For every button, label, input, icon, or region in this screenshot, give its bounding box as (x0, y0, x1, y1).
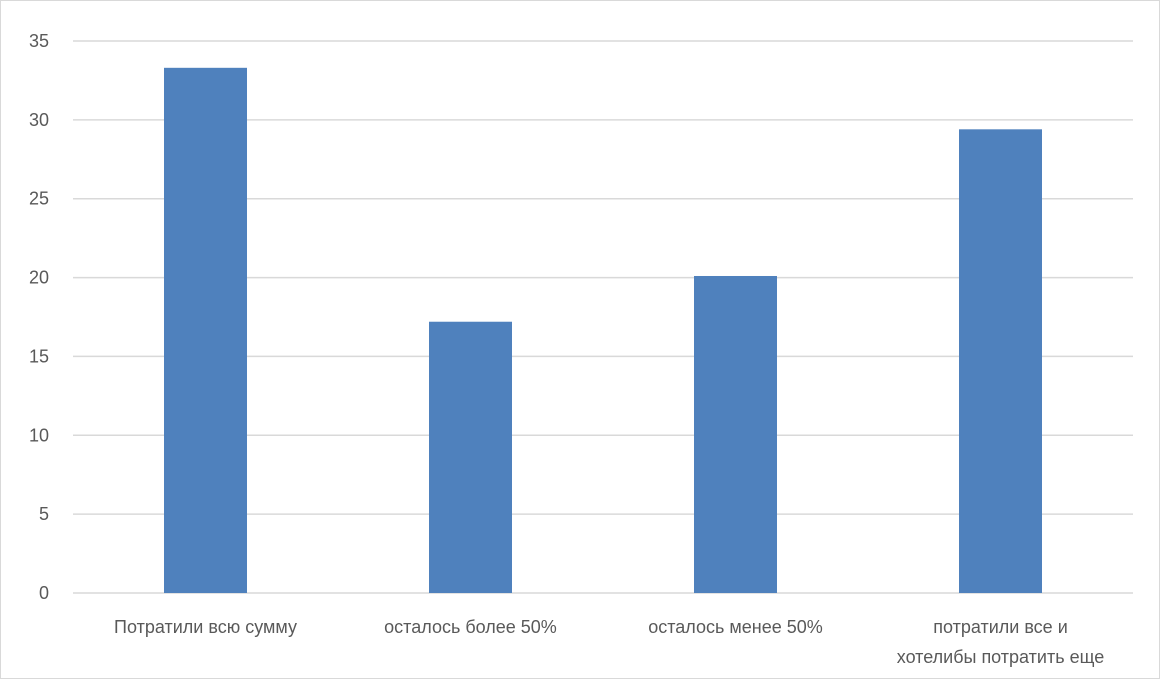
bar (694, 275, 777, 593)
y-tick-label: 30 (29, 110, 49, 130)
bar (959, 129, 1042, 593)
y-tick-label: 25 (29, 189, 49, 209)
x-category-label: осталось менее 50% (648, 617, 823, 637)
bar (164, 67, 247, 594)
x-category-label: осталось более 50% (384, 617, 557, 637)
bar (429, 321, 512, 593)
x-category-label: хотелибы потратить еще (897, 647, 1104, 667)
y-tick-label: 20 (29, 268, 49, 288)
y-tick-label: 5 (39, 504, 49, 524)
y-tick-label: 0 (39, 583, 49, 603)
y-tick-label: 10 (29, 425, 49, 445)
x-category-label: Потратили всю сумму (114, 617, 297, 637)
x-category-label: потратили все и (933, 617, 1068, 637)
y-tick-label: 15 (29, 346, 49, 366)
y-tick-label: 35 (29, 31, 49, 51)
